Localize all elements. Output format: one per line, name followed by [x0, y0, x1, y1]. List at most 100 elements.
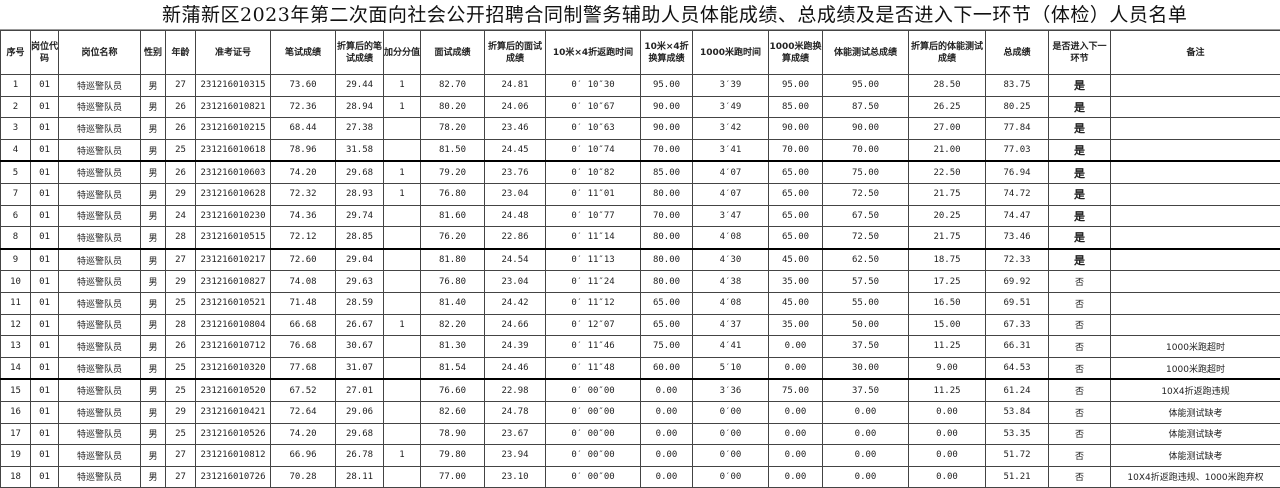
cell-written-score: 72.32 — [271, 183, 336, 205]
cell-bonus — [384, 401, 421, 423]
cell-post-name: 特巡警队员 — [59, 96, 141, 118]
cell-gender: 男 — [141, 96, 166, 118]
cell-post-code: 01 — [31, 183, 59, 205]
cell-gender: 男 — [141, 357, 166, 379]
cell-shuttle-time: 0′ 11″24 — [546, 271, 641, 293]
cell-bonus — [384, 379, 421, 401]
cell-post-code: 01 — [31, 445, 59, 467]
cell-interview-converted: 24.39 — [485, 336, 546, 358]
cell-next-stage: 否 — [1049, 271, 1111, 293]
cell-age: 27 — [166, 249, 196, 271]
cell-next-stage: 否 — [1049, 445, 1111, 467]
cell-shuttle-time: 0′ 10″77 — [546, 205, 641, 227]
cell-post-name: 特巡警队员 — [59, 292, 141, 314]
cell-bonus — [384, 139, 421, 161]
cell-total-score: 61.24 — [986, 379, 1049, 401]
cell-interview-score: 81.30 — [421, 336, 485, 358]
cell-age: 29 — [166, 183, 196, 205]
cell-fitness-total: 90.00 — [823, 118, 909, 140]
cell-interview-score: 76.20 — [421, 227, 485, 249]
cell-interview-converted: 22.98 — [485, 379, 546, 401]
cell-exam-id: 231216010315 — [196, 75, 271, 97]
cell-next-stage: 是 — [1049, 139, 1111, 161]
cell-run-score: 45.00 — [769, 292, 823, 314]
cell-seq: 3 — [1, 118, 31, 140]
cell-shuttle-time: 0′ 10″63 — [546, 118, 641, 140]
header-fitness-total: 体能测试总成绩 — [823, 31, 909, 75]
cell-seq: 6 — [1, 205, 31, 227]
cell-age: 26 — [166, 96, 196, 118]
cell-post-name: 特巡警队员 — [59, 75, 141, 97]
cell-exam-id: 231216010230 — [196, 205, 271, 227]
cell-written-converted: 28.93 — [336, 183, 384, 205]
cell-fitness-converted: 21.00 — [909, 139, 986, 161]
cell-written-score: 73.60 — [271, 75, 336, 97]
cell-exam-id: 231216010603 — [196, 161, 271, 183]
cell-interview-converted: 24.06 — [485, 96, 546, 118]
cell-shuttle-score: 75.00 — [641, 336, 693, 358]
cell-fitness-total: 67.50 — [823, 205, 909, 227]
header-age: 年龄 — [166, 31, 196, 75]
cell-written-score: 74.36 — [271, 205, 336, 227]
header-row: 序号岗位代码岗位名称性别年龄准考证号笔试成绩折算后的笔试成绩加分分值面试成绩折算… — [1, 31, 1280, 75]
cell-bonus — [384, 249, 421, 271]
cell-bonus — [384, 336, 421, 358]
cell-age: 25 — [166, 423, 196, 445]
cell-fitness-total: 55.00 — [823, 292, 909, 314]
cell-written-score: 74.20 — [271, 423, 336, 445]
cell-run-score: 65.00 — [769, 183, 823, 205]
cell-run-time: 3′39 — [693, 75, 769, 97]
cell-seq: 2 — [1, 96, 31, 118]
cell-fitness-total: 30.00 — [823, 357, 909, 379]
header-next-stage: 是否进入下一环节 — [1049, 31, 1111, 75]
cell-written-score: 72.36 — [271, 96, 336, 118]
cell-run-time: 4′41 — [693, 336, 769, 358]
header-post-code: 岗位代码 — [31, 31, 59, 75]
cell-bonus: 1 — [384, 314, 421, 336]
cell-gender: 男 — [141, 205, 166, 227]
cell-remark — [1111, 314, 1280, 336]
cell-post-code: 01 — [31, 314, 59, 336]
cell-fitness-converted: 9.00 — [909, 357, 986, 379]
cell-next-stage: 否 — [1049, 379, 1111, 401]
cell-age: 27 — [166, 75, 196, 97]
header-shuttle-score: 10米×4折换算成绩 — [641, 31, 693, 75]
cell-total-score: 66.31 — [986, 336, 1049, 358]
cell-written-converted: 28.94 — [336, 96, 384, 118]
cell-interview-converted: 24.81 — [485, 75, 546, 97]
header-exam-id: 准考证号 — [196, 31, 271, 75]
cell-written-converted: 28.11 — [336, 466, 384, 488]
cell-shuttle-time: 0′ 00″00 — [546, 379, 641, 401]
cell-written-score: 72.12 — [271, 227, 336, 249]
cell-total-score: 69.92 — [986, 271, 1049, 293]
cell-bonus — [384, 118, 421, 140]
cell-interview-converted: 23.04 — [485, 183, 546, 205]
cell-written-score: 74.20 — [271, 161, 336, 183]
cell-shuttle-time: 0′ 00″00 — [546, 401, 641, 423]
cell-written-score: 71.48 — [271, 292, 336, 314]
cell-exam-id: 231216010320 — [196, 357, 271, 379]
cell-run-time: 4′08 — [693, 227, 769, 249]
cell-exam-id: 231216010618 — [196, 139, 271, 161]
cell-seq: 10 — [1, 271, 31, 293]
cell-next-stage: 是 — [1049, 96, 1111, 118]
cell-next-stage: 是 — [1049, 183, 1111, 205]
cell-exam-id: 231216010521 — [196, 292, 271, 314]
cell-run-score: 65.00 — [769, 205, 823, 227]
cell-total-score: 83.75 — [986, 75, 1049, 97]
cell-fitness-total: 37.50 — [823, 336, 909, 358]
cell-run-score: 45.00 — [769, 249, 823, 271]
cell-run-time: 4′08 — [693, 292, 769, 314]
cell-remark: 体能测试缺考 — [1111, 445, 1280, 467]
cell-age: 25 — [166, 139, 196, 161]
cell-post-code: 01 — [31, 357, 59, 379]
header-total-score: 总成绩 — [986, 31, 1049, 75]
cell-gender: 男 — [141, 379, 166, 401]
cell-post-name: 特巡警队员 — [59, 314, 141, 336]
cell-age: 29 — [166, 401, 196, 423]
